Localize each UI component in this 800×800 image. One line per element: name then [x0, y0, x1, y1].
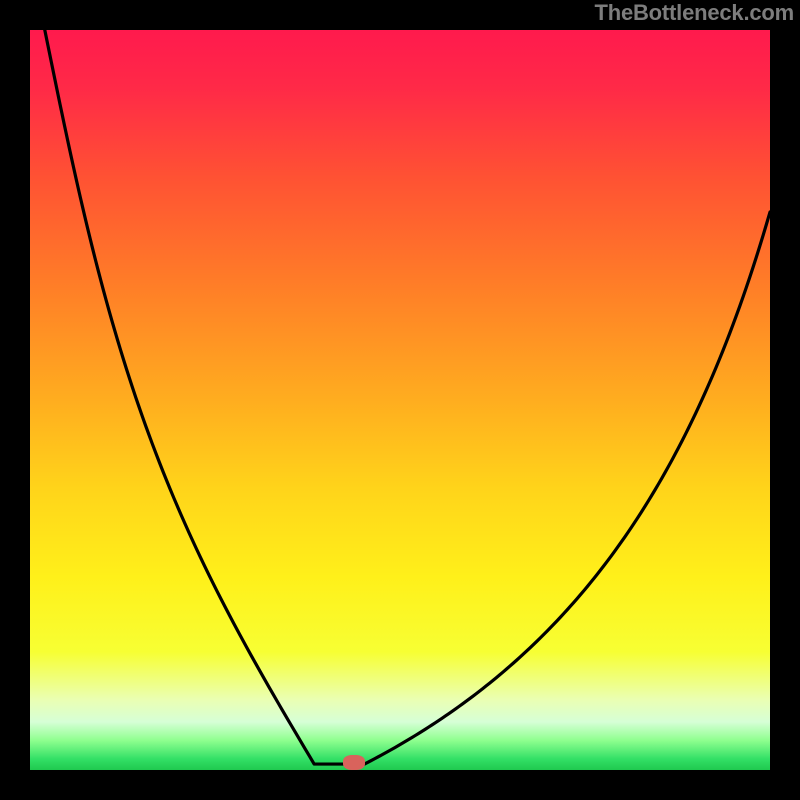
plot-svg: [30, 30, 770, 770]
watermark-text: TheBottleneck.com: [594, 0, 794, 26]
minimum-marker: [343, 755, 365, 770]
chart-container: TheBottleneck.com: [0, 0, 800, 800]
gradient-background: [30, 30, 770, 770]
plot-area: [30, 30, 770, 770]
